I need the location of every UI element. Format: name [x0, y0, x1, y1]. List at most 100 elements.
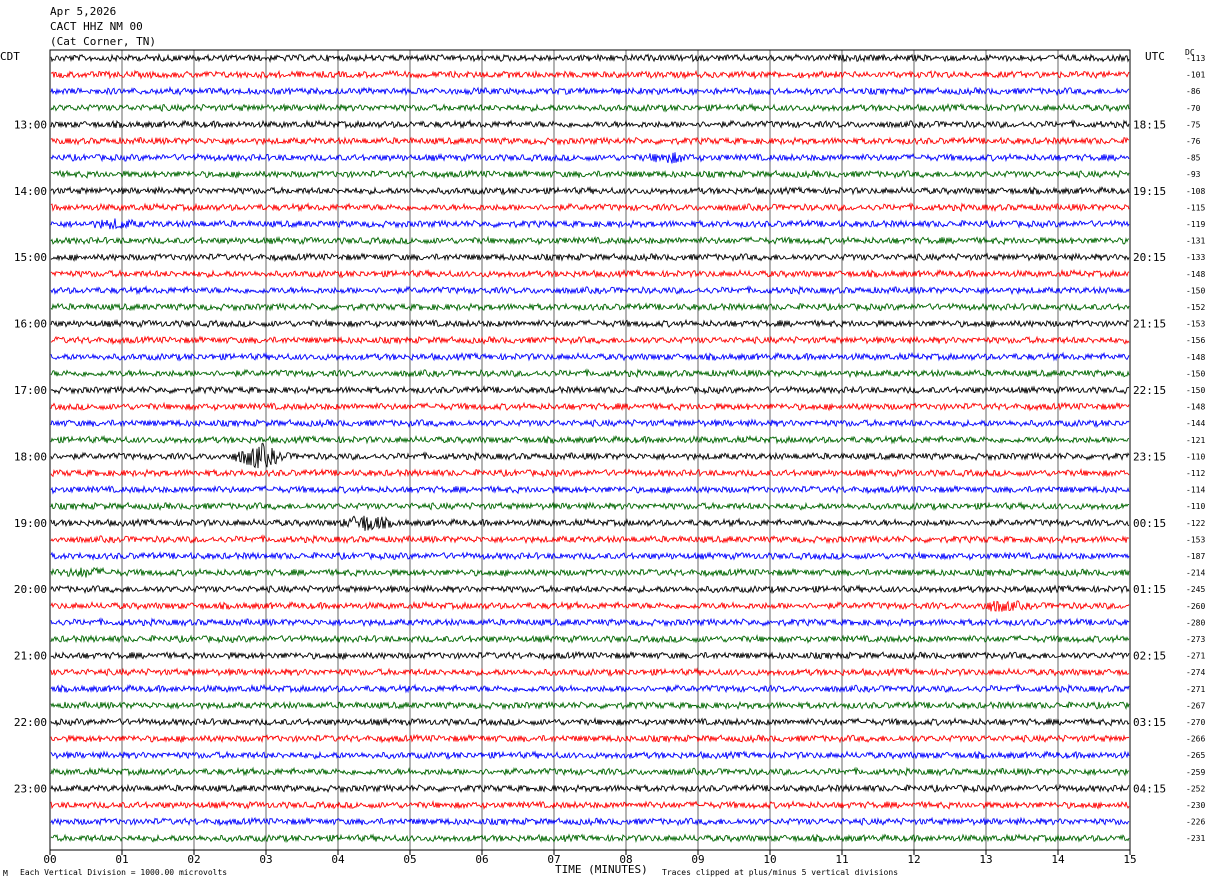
- dc-offset-label: -214: [1186, 569, 1205, 578]
- dc-offset-label: -230: [1186, 801, 1205, 810]
- cdt-hour-label: 20:00: [14, 583, 47, 596]
- trace-row-29: [50, 534, 1130, 545]
- dc-offset-label: -267: [1186, 701, 1205, 710]
- utc-hour-label: 01:15: [1133, 583, 1166, 596]
- x-tick-label: 00: [43, 853, 56, 866]
- date-label: Apr 5,2026: [50, 5, 117, 18]
- dc-offset-label: -122: [1186, 519, 1205, 528]
- trace-row-24: [50, 443, 1130, 469]
- trace-row-27: [50, 501, 1130, 511]
- trace-row-37: [50, 667, 1130, 677]
- x-tick-label: 14: [1051, 853, 1065, 866]
- dc-offset-label: -148: [1186, 403, 1205, 412]
- trace-row-3: [50, 102, 1130, 113]
- dc-header-label: DC: [1185, 48, 1195, 57]
- trace-row-4: [50, 119, 1130, 130]
- dc-offset-label: -231: [1186, 834, 1205, 843]
- x-tick-label: 09: [691, 853, 704, 866]
- dc-offset-label: -110: [1186, 452, 1205, 461]
- dc-offset-label: -187: [1186, 552, 1205, 561]
- trace-row-41: [50, 733, 1130, 744]
- trace-row-17: [50, 335, 1130, 346]
- trace-row-28: [50, 515, 1130, 531]
- trace-row-13: [50, 268, 1130, 279]
- left-timezone-label: CDT: [0, 50, 20, 63]
- trace-row-38: [50, 683, 1130, 694]
- x-tick-label: 05: [403, 853, 416, 866]
- trace-row-39: [50, 700, 1130, 711]
- trace-row-18: [50, 351, 1130, 362]
- trace-row-36: [50, 650, 1130, 661]
- dc-offset-label: -121: [1186, 436, 1205, 445]
- utc-hour-label: 03:15: [1133, 716, 1166, 729]
- dc-offset-label: -108: [1186, 187, 1205, 196]
- scale-note: Each Vertical Division = 1000.00 microvo…: [20, 868, 228, 877]
- cdt-hour-label: 14:00: [14, 185, 47, 198]
- dc-offset-label: -265: [1186, 751, 1205, 760]
- dc-offset-label: -110: [1186, 502, 1205, 511]
- trace-row-44: [50, 783, 1130, 794]
- dc-offset-label: -270: [1186, 718, 1205, 727]
- trace-row-47: [50, 833, 1130, 843]
- trace-row-21: [50, 401, 1130, 412]
- dc-offset-label: -112: [1186, 469, 1205, 478]
- trace-row-23: [50, 434, 1130, 445]
- utc-hour-label: 22:15: [1133, 384, 1166, 397]
- x-tick-label: 12: [907, 853, 920, 866]
- plot-frame: [49, 49, 1131, 851]
- trace-row-46: [50, 816, 1130, 827]
- dc-offset-label: -76: [1186, 137, 1201, 146]
- trace-row-10: [50, 218, 1130, 230]
- right-timezone-label: UTC: [1145, 50, 1165, 63]
- station-label: CACT HHZ NM 00: [50, 20, 143, 33]
- utc-hour-label: 18:15: [1133, 118, 1166, 131]
- trace-row-42: [50, 750, 1130, 760]
- cdt-hour-label: 23:00: [14, 782, 47, 795]
- utc-hour-label: 20:15: [1133, 251, 1166, 264]
- x-tick-label: 07: [547, 853, 560, 866]
- trace-row-35: [50, 634, 1130, 644]
- dc-offset-label: -114: [1186, 486, 1205, 495]
- utc-hour-label: 19:15: [1133, 185, 1166, 198]
- trace-row-19: [50, 368, 1130, 379]
- dc-offset-label: -245: [1186, 585, 1205, 594]
- x-tick-label: 15: [1123, 853, 1136, 866]
- cdt-hour-label: 16:00: [14, 318, 47, 331]
- dc-offset-label: -273: [1186, 635, 1205, 644]
- dc-offset-label: -85: [1186, 154, 1201, 163]
- dc-offset-label: -150: [1186, 386, 1205, 395]
- trace-row-14: [50, 285, 1130, 296]
- trace-row-7: [50, 169, 1130, 180]
- corner-mark: M: [3, 869, 8, 878]
- x-tick-label: 13: [979, 853, 992, 866]
- trace-row-6: [50, 152, 1130, 164]
- dc-offset-label: -271: [1186, 685, 1205, 694]
- location-label: (Cat Corner, TN): [50, 35, 156, 48]
- trace-row-8: [50, 185, 1130, 196]
- dc-offset-label: -260: [1186, 602, 1205, 611]
- dc-offset-label: -148: [1186, 270, 1205, 279]
- dc-offset-label: -252: [1186, 784, 1205, 793]
- utc-hour-label: 02:15: [1133, 650, 1166, 663]
- dc-offset-label: -131: [1186, 237, 1205, 246]
- dc-offset-label: -115: [1186, 203, 1205, 212]
- utc-hour-label: 23:15: [1133, 450, 1166, 463]
- cdt-hour-label: 15:00: [14, 251, 47, 264]
- dc-offset-label: -101: [1186, 71, 1205, 80]
- x-tick-label: 02: [187, 853, 200, 866]
- cdt-hour-label: 17:00: [14, 384, 47, 397]
- dc-offset-label: -133: [1186, 253, 1205, 262]
- trace-row-31: [50, 566, 1130, 578]
- trace-row-43: [50, 766, 1130, 777]
- trace-row-16: [50, 318, 1130, 329]
- trace-row-30: [50, 551, 1130, 561]
- utc-hour-label: 21:15: [1133, 318, 1166, 331]
- trace-row-5: [50, 136, 1129, 146]
- dc-offset-label: -86: [1186, 87, 1201, 96]
- trace-row-0: [50, 53, 1130, 63]
- x-tick-label: 01: [115, 853, 128, 866]
- trace-row-45: [50, 800, 1130, 810]
- dc-offset-label: -70: [1186, 104, 1201, 113]
- x-tick-label: 06: [475, 853, 488, 866]
- cdt-hour-label: 19:00: [14, 517, 47, 530]
